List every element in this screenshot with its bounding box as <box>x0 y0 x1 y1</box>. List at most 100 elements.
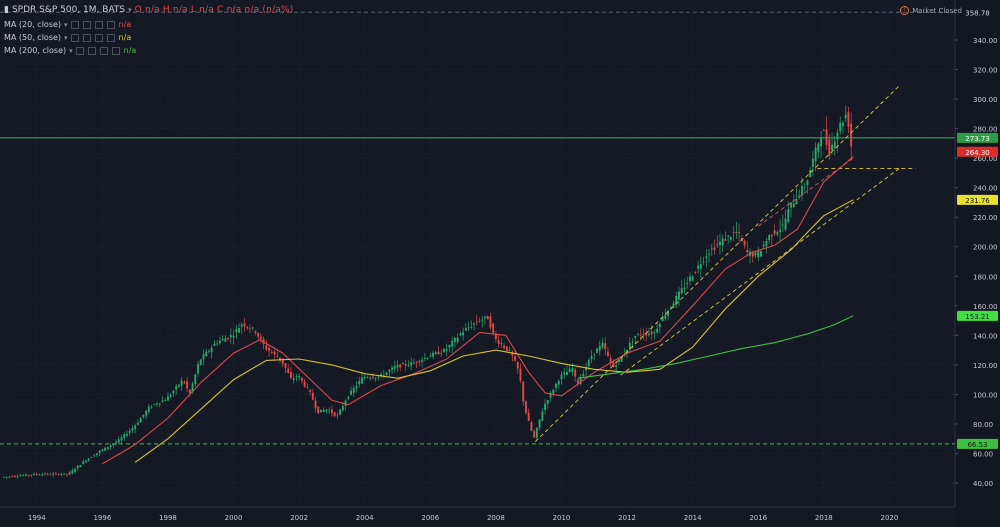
eye-icon[interactable] <box>70 20 79 29</box>
candle <box>697 260 700 274</box>
candle-body <box>459 333 462 336</box>
candle-body <box>708 253 711 255</box>
candle-body <box>525 401 527 414</box>
candle <box>352 385 355 398</box>
candle-body <box>765 241 768 247</box>
candle <box>246 326 249 331</box>
candle <box>235 325 238 339</box>
candle-body <box>325 409 328 411</box>
candle-body <box>251 327 254 329</box>
candle-body <box>202 354 205 360</box>
indicator-label[interactable]: MA (50, close) <box>4 33 62 42</box>
candle-body <box>637 333 639 335</box>
indicator-label[interactable]: MA (200, close) <box>4 46 67 55</box>
candle-body <box>147 406 150 412</box>
candle-body <box>279 357 281 361</box>
candle <box>565 366 568 375</box>
candle-body <box>757 251 760 258</box>
candle-body <box>727 235 730 237</box>
candle-body <box>366 377 369 378</box>
indicator-row-ma50[interactable]: MA (50, close) ▾ n/a <box>4 33 131 42</box>
candle-body <box>295 376 298 378</box>
close-icon[interactable] <box>99 46 108 55</box>
candle <box>238 323 240 334</box>
more-icon[interactable] <box>106 33 115 42</box>
candle-body <box>511 351 514 356</box>
close-icon[interactable] <box>94 20 103 29</box>
candle <box>426 357 429 360</box>
y-tick-label: 320.00 <box>973 67 998 75</box>
candle-body <box>552 389 555 395</box>
candle-body <box>423 357 426 359</box>
settings-icon[interactable] <box>82 20 91 29</box>
more-icon[interactable] <box>111 46 120 55</box>
chevron-down-icon[interactable]: ▾ <box>69 46 73 55</box>
candle-body <box>101 449 104 451</box>
candle-body <box>522 381 525 402</box>
candle-body <box>489 316 492 328</box>
candle <box>735 221 738 239</box>
indicator-row-ma200[interactable]: MA (200, close) ▾ n/a <box>4 46 136 55</box>
candle <box>79 464 82 467</box>
symbol-header[interactable]: ▮ SPDR S&P 500, 1M, BATS ▾ O n/a H n/a L… <box>4 5 293 15</box>
candle-body <box>224 338 227 342</box>
indicator-label[interactable]: MA (20, close) <box>4 20 62 29</box>
settings-icon[interactable] <box>82 33 91 42</box>
candle-body <box>106 447 109 449</box>
clock-icon: ! <box>900 6 910 15</box>
chevron-down-icon[interactable]: ▾ <box>64 33 68 42</box>
candle <box>462 327 465 341</box>
candle <box>303 378 306 388</box>
chevron-down-icon[interactable]: ▾ <box>64 20 68 29</box>
market-status[interactable]: ! Market Closed <box>900 6 962 15</box>
candle-body <box>601 342 604 348</box>
candle-body <box>697 265 700 269</box>
candle <box>464 323 467 332</box>
x-tick-label: 2004 <box>356 514 374 522</box>
candle-body <box>191 383 194 392</box>
chevron-down-icon[interactable]: ▾ <box>128 6 132 14</box>
candle <box>306 383 309 389</box>
candle <box>194 373 197 387</box>
candle <box>667 309 670 321</box>
candle-body <box>421 359 424 362</box>
y-tick-label: 300.00 <box>973 96 998 104</box>
candle-body <box>128 430 131 433</box>
series-price-label: 231.76 <box>965 197 990 205</box>
eye-icon[interactable] <box>75 46 84 55</box>
candle-body <box>549 392 552 398</box>
indicator-row-ma20[interactable]: MA (20, close) ▾ n/a <box>4 20 131 29</box>
hline-price-label-bg <box>957 132 998 143</box>
candle-body <box>227 337 230 339</box>
candle-body <box>724 238 727 241</box>
candle <box>322 407 325 413</box>
candle-body <box>347 397 350 399</box>
candle <box>768 233 771 244</box>
candle-body <box>850 123 853 147</box>
close-icon[interactable] <box>94 33 103 42</box>
settings-icon[interactable] <box>87 46 96 55</box>
candle-body <box>653 332 656 334</box>
candle <box>205 348 208 357</box>
candle <box>729 236 732 243</box>
candle <box>765 237 768 254</box>
eye-icon[interactable] <box>70 33 79 42</box>
candle-body <box>243 323 246 327</box>
candle <box>374 377 377 382</box>
candle <box>656 322 659 335</box>
candle <box>347 395 350 401</box>
candle <box>68 471 71 476</box>
candle <box>115 439 117 446</box>
candle-body <box>24 474 27 476</box>
candle <box>128 427 131 436</box>
candle-body <box>210 347 213 352</box>
candle-body <box>806 180 809 186</box>
candle-body <box>721 238 724 246</box>
candle-body <box>254 331 257 333</box>
more-icon[interactable] <box>106 20 115 29</box>
candle <box>210 345 213 359</box>
candle <box>434 350 437 355</box>
symbol-title[interactable]: SPDR S&P 500, 1M, BATS <box>11 5 126 15</box>
